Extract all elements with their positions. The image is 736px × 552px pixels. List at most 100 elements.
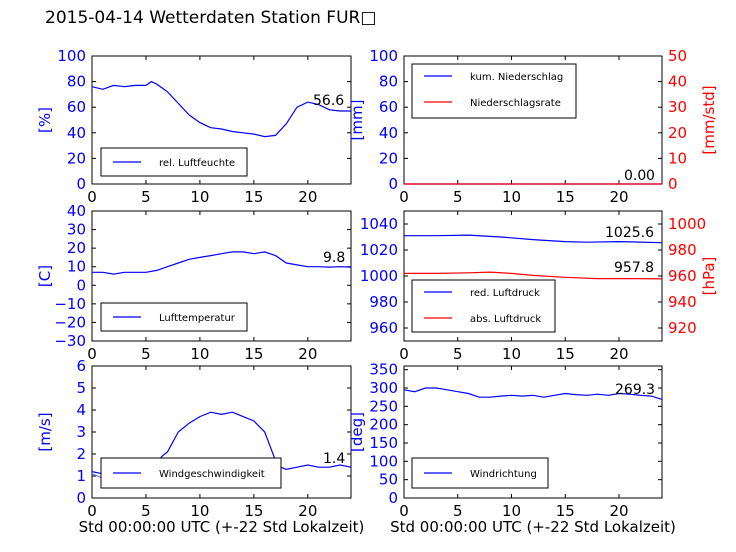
legend: Windgeschwindigkeit — [100, 457, 282, 489]
legend-label: Windrichtung — [470, 469, 537, 480]
legend-label: kum. Niederschlag — [470, 72, 563, 83]
y-right-tick-label: 0 — [668, 175, 678, 193]
y-right-tick-label: 960 — [668, 267, 697, 285]
x-tick-label: 0 — [399, 345, 409, 363]
x-tick-label: 15 — [556, 502, 575, 520]
current-value: 269.3 — [615, 382, 655, 398]
x-tick-label: 20 — [609, 188, 628, 206]
legend-label: Windgeschwindigkeit — [159, 469, 265, 480]
x-tick-label: 10 — [190, 345, 209, 363]
current-value-right: 0 — [646, 168, 655, 184]
y-tick-label: 100 — [369, 47, 398, 65]
y-tick-label: 250 — [369, 397, 398, 415]
y-axis-label: [m/s] — [36, 412, 54, 451]
y-tick-label: 40 — [67, 124, 86, 142]
y-tick-label: 1020 — [360, 241, 398, 259]
legend: Windrichtung — [411, 457, 549, 489]
y-tick-label: 6 — [76, 357, 86, 375]
panel-pressure: 960 980 1000 1020 1040 920 940 960 980 1000 0 5 10 15… — [360, 210, 718, 363]
x-tick-label: 15 — [244, 502, 263, 520]
x-tick-label: 0 — [399, 502, 409, 520]
x-tick-label: 10 — [190, 188, 209, 206]
legend-frame — [411, 279, 556, 333]
current-value-right: 957.8 — [614, 260, 654, 276]
y-tick-label: 0 — [388, 489, 398, 507]
y-tick-label: 0 — [76, 276, 86, 294]
current-value: 1025.6 — [605, 225, 654, 241]
x-tick-label: 10 — [502, 345, 521, 363]
y-tick-label: 150 — [369, 434, 398, 452]
y-tick-label: 40 — [379, 124, 398, 142]
x-axis-label: Std 00:00:00 UTC (+-22 Std Lokalzeit) — [79, 518, 365, 536]
y-right-tick-label: 30 — [668, 98, 687, 116]
y-tick-label: 1 — [76, 467, 86, 485]
x-tick-label: 5 — [141, 188, 151, 206]
series-line — [404, 271, 663, 280]
x-tick-label: 10 — [502, 502, 521, 520]
series-line — [91, 80, 351, 138]
y-tick-label: 960 — [369, 319, 398, 337]
x-tick-label: 5 — [453, 345, 463, 363]
x-tick-label: 15 — [556, 345, 575, 363]
series-line — [92, 251, 352, 275]
x-tick-label: 15 — [244, 345, 263, 363]
y-tick-label: 1040 — [360, 215, 398, 233]
panel-humidity: 0 20 40 60 80 100 0 5 10 15 20 [%] rel. Luftfeuchte 5… — [36, 47, 352, 206]
y-tick-label: 980 — [369, 293, 398, 311]
y-tick-label: 1000 — [360, 267, 398, 285]
current-value: 56.6 — [313, 93, 344, 109]
x-tick-label: 20 — [609, 502, 628, 520]
y-right-tick-label: 920 — [668, 319, 697, 337]
y-right-tick-label: 10 — [668, 149, 687, 167]
y-right-tick-label: 940 — [668, 293, 697, 311]
y-tick-label: 4 — [76, 401, 86, 419]
plot-frame — [91, 210, 352, 342]
x-tick-label: 0 — [87, 345, 97, 363]
y-tick-label: 100 — [57, 47, 86, 65]
y-right-tick-label: 40 — [668, 73, 687, 91]
x-tick-label: 20 — [298, 188, 317, 206]
x-tick-label: 5 — [141, 502, 151, 520]
figure-title: 2015-04-14 Wetterdaten Station FUR□ — [45, 8, 377, 28]
y-tick-label: 3 — [76, 423, 86, 441]
legend-label: Niederschlagsrate — [470, 98, 561, 109]
legend: Lufttemperatur — [100, 302, 248, 332]
x-tick-label: 20 — [298, 345, 317, 363]
y-axis-label: [deg] — [348, 412, 366, 452]
y-right-tick-label: 20 — [668, 124, 687, 142]
current-value: 9.8 — [323, 250, 345, 266]
y-right-axis-label: [mm/std] — [700, 85, 718, 154]
y-tick-label: 50 — [379, 471, 398, 489]
y-right-tick-label: 50 — [668, 47, 687, 65]
series-line — [403, 387, 663, 400]
y-axis-label: [C] — [36, 265, 54, 287]
legend-label: red. Luftdruck — [470, 288, 540, 299]
x-tick-label: 0 — [399, 188, 409, 206]
y-tick-label: 0 — [388, 175, 398, 193]
legend-frame — [411, 63, 577, 119]
x-tick-label: 5 — [453, 502, 463, 520]
x-tick-label: 5 — [141, 345, 151, 363]
y-tick-label: 0 — [76, 175, 86, 193]
y-tick-label: 2 — [76, 445, 86, 463]
y-tick-label: 300 — [369, 379, 398, 397]
x-tick-label: 20 — [609, 345, 628, 363]
y-tick-label: 60 — [379, 98, 398, 116]
series-line — [404, 234, 663, 244]
y-tick-label: 100 — [369, 452, 398, 470]
x-tick-label: 10 — [190, 502, 209, 520]
current-value: 1.4 — [323, 451, 345, 467]
y-tick-label: 40 — [67, 202, 86, 220]
x-tick-label: 20 — [298, 502, 317, 520]
y-axis-label: [%] — [36, 107, 54, 133]
y-tick-label: 20 — [379, 149, 398, 167]
legend-frame — [100, 457, 282, 489]
x-tick-label: 10 — [502, 188, 521, 206]
y-right-tick-label: 980 — [668, 241, 697, 259]
y-tick-label: 20 — [67, 149, 86, 167]
y-tick-label: −20 — [54, 313, 86, 331]
